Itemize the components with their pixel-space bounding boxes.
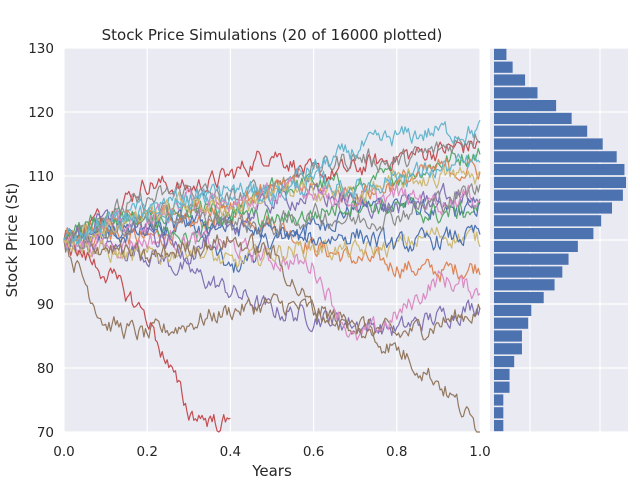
histogram-bar — [494, 176, 626, 188]
histogram-bar — [494, 381, 510, 393]
simulation-lines — [63, 119, 481, 433]
simulation-line — [63, 229, 481, 341]
simulation-line — [63, 183, 481, 250]
y-tick-label: 130 — [28, 41, 54, 57]
histogram-bar — [494, 394, 504, 406]
histogram-bar — [494, 125, 588, 137]
y-tick-label: 110 — [28, 169, 54, 185]
y-tick-label: 90 — [37, 297, 54, 313]
x-tick-label: 1.0 — [469, 444, 490, 460]
simulation-line — [63, 133, 481, 250]
histogram-bar — [494, 279, 555, 291]
simulation-line — [63, 165, 481, 252]
histogram-bar — [494, 61, 513, 73]
histogram-bar — [494, 343, 522, 355]
histogram-bar — [494, 48, 507, 60]
histogram-bar — [494, 304, 532, 316]
histogram-bar — [494, 368, 510, 380]
histogram-bar — [494, 407, 504, 419]
y-tick-label: 80 — [37, 361, 54, 377]
simulation-line — [63, 153, 481, 245]
histogram-bar — [494, 151, 617, 163]
simulation-line — [63, 140, 481, 243]
histogram-bar — [494, 189, 623, 201]
x-tick-labels: 0.0 0.2 0.4 0.6 0.8 1.0 — [53, 444, 490, 460]
histogram-bars — [494, 48, 626, 432]
histogram-bar — [494, 266, 563, 278]
chart-title: Stock Price Simulations (20 of 16000 plo… — [102, 26, 443, 44]
histogram-bar — [494, 164, 625, 176]
histogram-bar — [494, 292, 544, 304]
simulation-line — [63, 239, 481, 341]
histogram-bar — [494, 317, 529, 329]
y-tick-label: 120 — [28, 105, 54, 121]
x-tick-label: 0.0 — [53, 444, 74, 460]
y-tick-label: 70 — [37, 425, 54, 441]
histogram-bar — [494, 253, 569, 265]
x-tick-label: 0.2 — [136, 444, 157, 460]
x-axis-title: Years — [251, 462, 292, 480]
y-tick-label: 100 — [28, 233, 54, 249]
simulation-line — [63, 194, 481, 273]
histogram-bar — [494, 202, 613, 214]
histogram-grid — [490, 47, 628, 433]
y-tick-labels: 70 80 90 100 110 120 130 — [28, 41, 54, 441]
histogram-bar — [494, 100, 557, 112]
histogram-bar — [494, 420, 504, 432]
histogram-bar — [494, 74, 526, 86]
histogram-bar — [494, 87, 538, 99]
histogram-bar — [494, 240, 578, 252]
histogram-bar — [494, 228, 594, 240]
x-tick-label: 0.4 — [220, 444, 241, 460]
histogram-bar — [494, 356, 515, 368]
simulation-line — [63, 234, 231, 433]
simulation-line — [63, 226, 481, 269]
x-tick-label: 0.8 — [386, 444, 407, 460]
y-axis-title: Stock Price (St) — [3, 183, 21, 298]
histogram-bar — [494, 138, 603, 150]
simulation-line — [63, 232, 480, 433]
histogram-bar — [494, 215, 602, 227]
histogram-bar — [494, 330, 522, 342]
simulation-line — [63, 119, 481, 251]
x-tick-label: 0.6 — [303, 444, 324, 460]
histogram-bar — [494, 112, 572, 124]
